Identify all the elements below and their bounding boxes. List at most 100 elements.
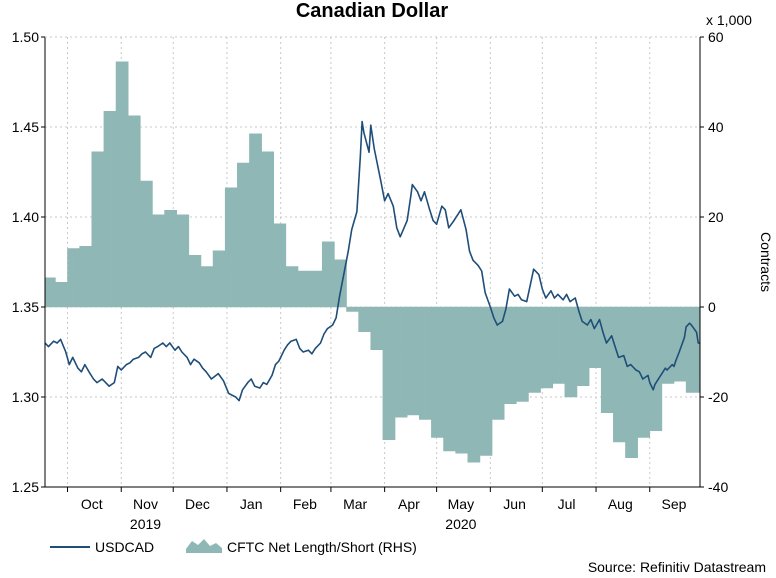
source-note: Source: Refinitiv Datastream [588,559,766,575]
usdcad-point [72,356,74,358]
usdcad-point [101,378,103,380]
usdcad-point [53,340,55,342]
left-tick-label: 1.50 [12,29,39,45]
usdcad-point [217,373,219,375]
cftc-area-series [44,61,701,463]
usdcad-point [432,220,434,222]
usdcad-point [626,365,628,367]
usdcad-point [132,358,134,360]
usdcad-point [241,389,244,391]
usdcad-point [411,184,413,186]
usdcad-point [254,385,256,387]
usdcad-point [557,293,559,295]
usdcad-point [344,268,346,270]
usdcad-point [181,351,183,353]
usdcad-point [574,297,576,299]
left-tick-label: 1.35 [12,299,39,315]
usdcad-point [399,236,401,238]
year-label: 2020 [445,516,476,532]
usdcad-point [666,369,668,371]
usdcad-point [302,351,304,353]
usdcad-point [311,353,313,355]
usdcad-point [314,347,316,349]
usdcad-point [505,308,507,310]
usdcad-point [598,319,601,321]
usdcad-point [169,342,171,344]
usdcad-point [235,396,237,398]
usdcad-point [323,333,325,335]
usdcad-point [635,369,637,371]
usdcad-point [278,360,280,362]
usdcad-point [283,349,285,351]
usdcad-point [271,374,273,376]
usdcad-point [359,155,361,157]
left-tick-label: 1.25 [12,479,39,495]
chart-title: Canadian Dollar [296,0,448,22]
usdcad-point [406,220,408,222]
legend-cftc-label: CFTC Net Length/Short (RHS) [227,539,417,555]
usdcad-point [638,371,640,373]
usdcad-point [553,297,556,299]
usdcad-point [545,297,547,299]
usdcad-point [295,338,297,340]
usdcad-point [630,364,632,366]
usdcad-point [593,328,595,330]
usdcad-point [661,373,663,375]
usdcad-point [517,293,519,295]
usdcad-point [614,346,616,348]
usdcad-point [262,382,264,384]
usdcad-point [501,320,504,322]
usdcad-point [565,293,568,295]
right-axis-multiplier: x 1,000 [706,12,752,28]
usdcad-point [496,324,498,326]
usdcad-point [513,295,516,297]
usdcad-point [410,196,412,198]
right-tick-label: 20 [708,209,724,225]
usdcad-point [202,367,204,369]
usdcad-point [356,211,358,213]
usdcad-point [541,288,543,290]
usdcad-point [416,191,419,193]
right-tick-label: -20 [708,389,728,405]
usdcad-point [117,365,119,367]
usdcad-point [477,265,479,267]
usdcad-point [59,338,62,340]
usdcad-point [649,382,651,384]
usdcad-point [664,367,666,369]
usdcad-point [392,205,394,207]
usdcad-point [423,191,426,193]
usdcad-point [335,317,337,319]
usdcad-point [165,346,167,348]
usdcad-point [250,378,252,380]
usdcad-point [387,193,389,195]
usdcad-point [605,342,608,344]
usdcad-point [384,200,386,202]
usdcad-point [373,148,375,150]
usdcad-point [508,288,510,290]
usdcad-point [47,346,50,348]
usdcad-point [642,378,644,380]
usdcad-point [92,378,95,380]
usdcad-point [441,205,443,207]
usdcad-point [456,214,459,216]
right-tick-label: 0 [708,299,716,315]
usdcad-point [460,209,462,211]
usdcad-point [96,382,98,384]
usdcad-point [468,250,471,252]
usdcad-point [153,347,155,349]
usdcad-point [623,355,625,357]
usdcad-point [370,124,372,126]
usdcad-line [44,120,700,402]
month-label: Jul [558,496,576,512]
usdcad-point [238,400,240,402]
usdcad-point [144,351,147,353]
usdcad-point [617,356,620,358]
usdcad-point [137,356,140,358]
usdcad-point [222,380,225,382]
usdcad-point [489,306,491,308]
usdcad-point [448,227,450,229]
usdcad-point [647,374,649,376]
usdcad-point [228,392,230,394]
